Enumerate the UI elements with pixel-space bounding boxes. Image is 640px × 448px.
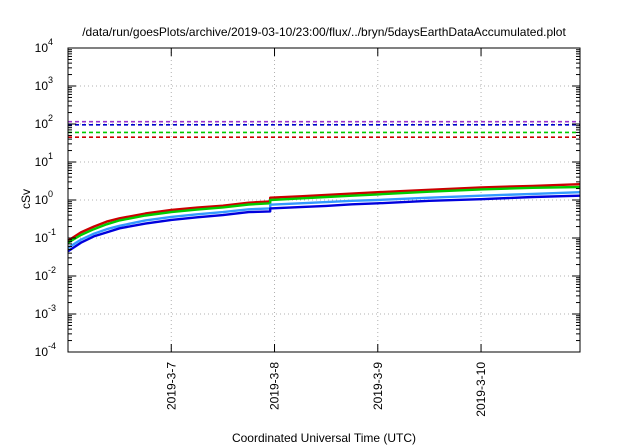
y-tick-label: 10 — [35, 79, 49, 93]
series-line — [67, 183, 581, 242]
x-tick-label: 2019-3-8 — [268, 362, 282, 410]
threshold-lines — [68, 120, 580, 138]
y-tick-label: 10 — [35, 117, 49, 131]
y-axis-label: cSv — [19, 189, 33, 209]
y-tick-exponent: 4 — [48, 37, 53, 47]
y-tick-label: 10 — [35, 155, 49, 169]
y-tick-exponent: -1 — [48, 227, 56, 237]
y-tick-exponent: 0 — [48, 189, 53, 199]
y-tick-label: 10 — [35, 41, 49, 55]
y-tick-label: 10 — [35, 307, 49, 321]
series-line — [67, 194, 581, 253]
series-line — [67, 185, 581, 244]
y-tick-exponent: -2 — [48, 265, 56, 275]
y-tick-label: 10 — [35, 269, 49, 283]
y-tick-exponent: -3 — [48, 303, 56, 313]
data-series — [67, 183, 581, 253]
y-tick-label: 10 — [35, 231, 49, 245]
series-line — [67, 191, 581, 249]
chart-title: /data/run/goesPlots/archive/2019-03-10/2… — [82, 25, 566, 39]
x-axis-label: Coordinated Universal Time (UTC) — [232, 431, 416, 445]
y-tick-label: 10 — [35, 193, 49, 207]
y-tick-label: 10 — [35, 345, 49, 359]
x-tick-label: 2019-3-7 — [164, 362, 178, 410]
y-tick-exponent: 2 — [48, 113, 53, 123]
y-tick-exponent: 1 — [48, 151, 53, 161]
x-tick-label: 2019-3-9 — [371, 362, 385, 410]
x-tick-label: 2019-3-10 — [474, 362, 488, 417]
grid-lines — [68, 48, 580, 352]
y-tick-exponent: 3 — [48, 75, 53, 85]
y-tick-exponent: -4 — [48, 341, 56, 351]
